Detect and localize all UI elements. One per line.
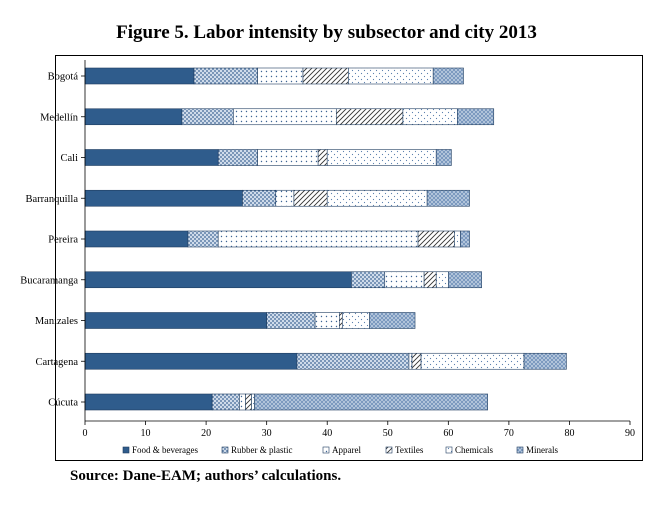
bar-cali-food-beverages [84,149,219,166]
x-tick-label: 30 [262,428,272,439]
bar-barranquilla-chemicals [326,189,428,207]
bar-bucaramanga-apparel [384,271,425,289]
bars-layer [84,67,567,411]
bar-cali-textiles [317,149,328,166]
legend-label-rubber-plastic: Rubber & plastic [231,445,293,455]
bar-cartagena-minerals [523,352,567,370]
bar-medellin-rubber-plastic [181,108,234,126]
bar-barranquilla-food-beverages [84,189,243,207]
legend-swatch-minerals [516,446,524,454]
bar-bucaramanga-textiles [423,271,437,289]
category-label: Cartagena [35,357,78,368]
bar-manizales-rubber-plastic [266,312,316,329]
bar-medellin-apparel [233,108,337,126]
bar-barranquilla-minerals [426,189,470,207]
category-label: Medellín [40,112,79,123]
bar-cartagena-apparel [408,352,413,370]
category-label: Bogotá [48,72,79,83]
x-tick-label: 0 [83,428,88,439]
bar-cali-minerals [435,149,452,166]
bar-cucuta-minerals [254,393,488,411]
bar-bogota-textiles [302,67,349,85]
bar-bogota-food-beverages [84,67,195,85]
x-tick-label: 40 [322,428,332,439]
bar-cucuta-rubber-plastic [211,393,240,411]
source-note: Source: Dane-EAM; authors’ calculations. [70,468,342,484]
bar-cucuta-food-beverages [84,393,213,411]
x-tick-label: 50 [383,428,393,439]
x-tick-label: 70 [504,428,514,439]
bar-cali-apparel [257,149,319,166]
bar-cucuta-textiles [245,393,252,411]
bar-pereira-minerals [460,230,470,248]
bar-bogota-rubber-plastic [193,67,258,85]
legend-label-minerals: Minerals [526,445,558,455]
x-tick-label: 80 [564,428,574,439]
bar-manizales-food-beverages [84,312,267,329]
bar-bucaramanga-rubber-plastic [351,271,386,289]
legend-label-chemicals: Chemicals [455,445,493,455]
category-label: Manizales [35,316,78,327]
bar-cucuta-apparel [239,393,246,411]
bar-bucaramanga-food-beverages [84,271,352,289]
legend-label-food-beverages: Food & beverages [132,445,198,455]
chart-title: Figure 5. Labor intensity by subsector a… [116,22,537,43]
bar-pereira-apparel [217,230,419,248]
plot-frame [55,55,643,461]
bar-pereira-chemicals [454,230,461,248]
bar-manizales-chemicals [342,312,370,329]
bar-bogota-chemicals [348,67,434,85]
category-label: Barranquilla [26,194,79,205]
category-label: Cali [61,153,79,164]
bar-cali-rubber-plastic [217,149,258,166]
bar-medellin-minerals [457,108,495,126]
bar-bucaramanga-minerals [448,271,482,289]
bar-cartagena-food-beverages [84,352,298,370]
legend-label-textiles: Textiles [395,445,424,455]
x-tick-label: 90 [625,428,635,439]
bar-bogota-minerals [432,67,464,85]
bar-manizales-minerals [369,312,416,329]
bar-pereira-textiles [417,230,455,248]
legend-swatch-food-beverages [122,446,130,454]
bar-barranquilla-textiles [293,189,328,207]
bar-medellin-textiles [336,108,404,126]
x-tick-label: 20 [201,428,211,439]
category-label: Bucaramanga [20,275,78,286]
bar-cali-chemicals [326,149,437,166]
bar-pereira-rubber-plastic [187,230,219,248]
bar-barranquilla-rubber-plastic [242,189,277,207]
category-label: Pereira [48,235,78,246]
legend-swatch-textiles [385,446,393,454]
legend-swatch-apparel [322,446,330,454]
bar-cartagena-textiles [411,352,422,370]
category-label: Cúcuta [48,398,78,409]
bar-bogota-apparel [257,67,304,85]
x-tick-label: 60 [443,428,453,439]
bar-bucaramanga-chemicals [435,271,449,289]
bar-cartagena-chemicals [420,352,525,370]
bar-cartagena-rubber-plastic [296,352,410,370]
legend-swatch-rubber-plastic [221,446,229,454]
bar-pereira-food-beverages [84,230,189,248]
bar-manizales-apparel [314,312,340,329]
category-labels: Bogotá Medellín Cali Barranquilla Pereira Buc… [20,60,86,421]
x-tick-label: 10 [141,428,151,439]
bar-barranquilla-apparel [275,189,295,207]
bar-cucuta-chemicals [251,393,255,411]
bar-medellin-chemicals [402,108,458,126]
legend-label-apparel: Apparel [332,445,361,455]
legend: Food & beverages Rubber & plastic Apparel T… [122,445,558,455]
x-axis: 0 10 20 30 40 50 60 70 80 90 [83,420,635,439]
bar-medellin-food-beverages [84,108,183,126]
legend-swatch-chemicals [445,446,453,454]
bar-manizales-textiles [339,312,343,329]
